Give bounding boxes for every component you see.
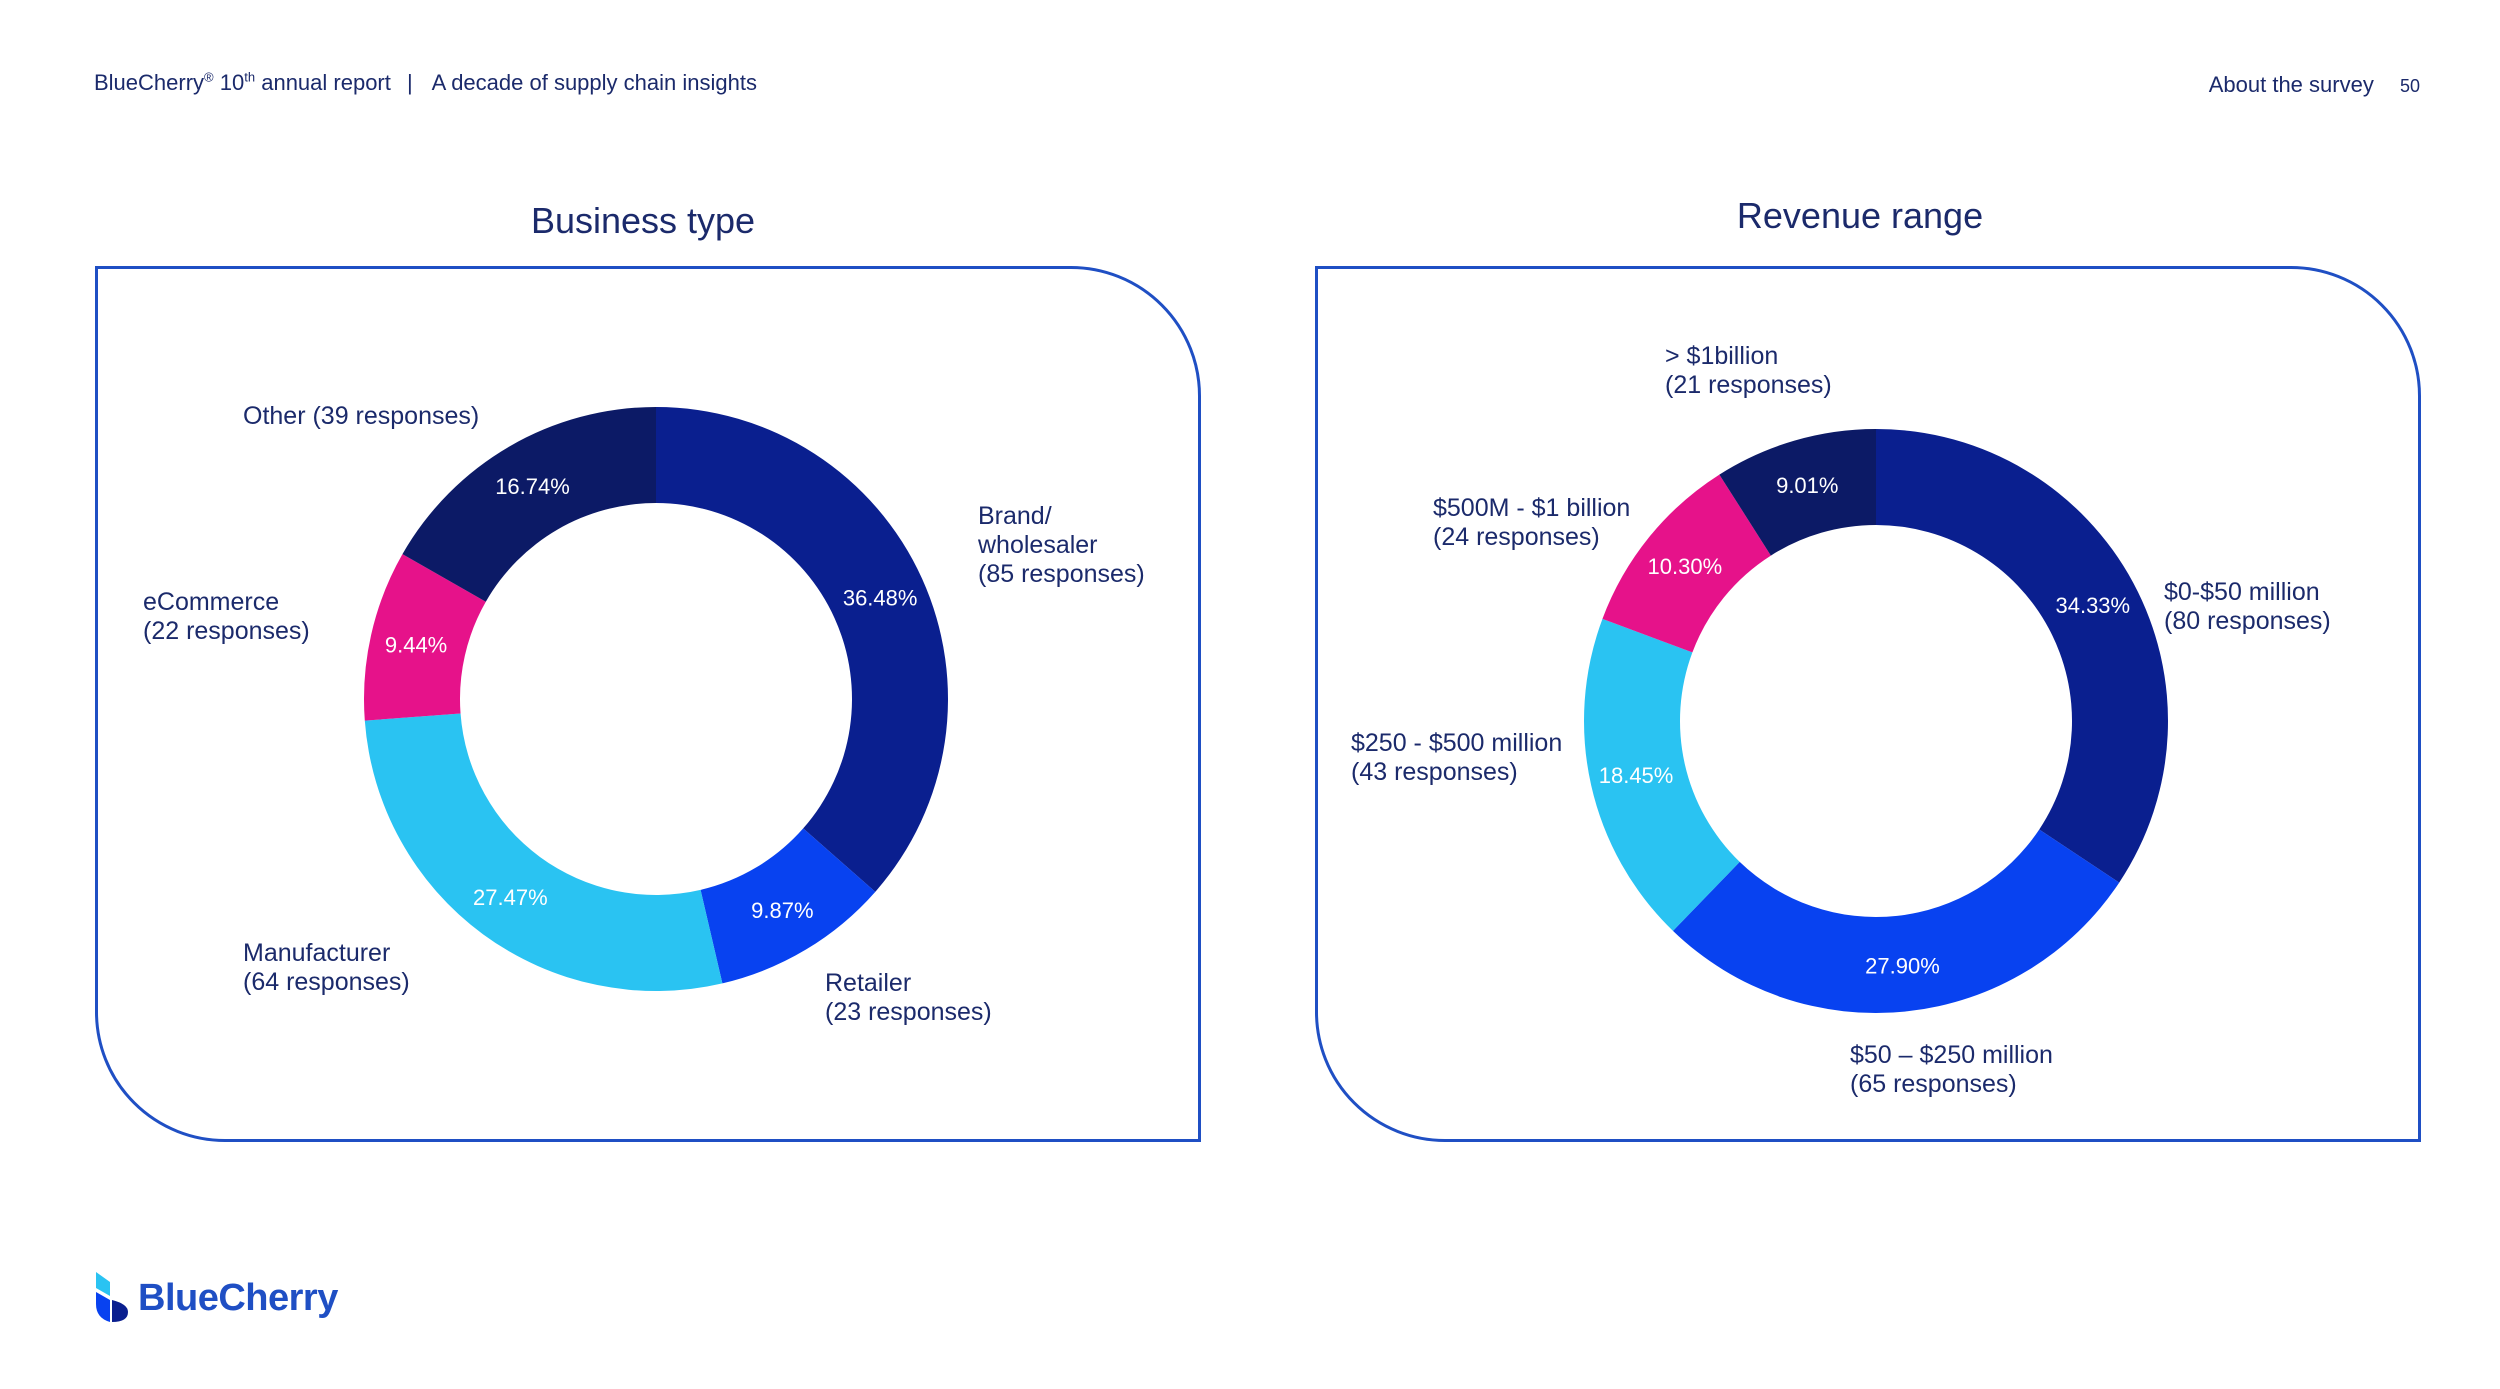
donut-slice-1billion	[1719, 429, 1876, 556]
donut-chart-revenue-range: 34.33% $0-$50 million (80 responses) 27.90%…	[1351, 342, 2331, 1098]
donut-slice-manufacturer	[364, 713, 723, 992]
category-label-retailer: Retailer (23 responses)	[825, 969, 992, 1026]
section-name: About the survey	[2208, 72, 2374, 97]
donut-slice-brand-wholesaler	[656, 407, 948, 892]
category-label-500m-1-billion: $500M - $1 billion (24 responses)	[1433, 494, 1630, 551]
page-number: 50	[2399, 76, 2420, 96]
category-label-ecommerce: eCommerce (22 responses)	[143, 588, 310, 645]
report-subtitle: A decade of supply chain insights	[431, 70, 757, 95]
donut-slice-retailer	[700, 828, 876, 984]
edition-text: annual report	[261, 70, 391, 95]
value-label-250-500-million: 18.45%	[1599, 763, 1674, 788]
value-label-manufacturer: 27.47%	[473, 885, 548, 910]
edition-suffix: th	[244, 69, 256, 85]
logo-text: BlueCherry	[138, 1276, 338, 1319]
value-label-500m-1-billion: 10.30%	[1648, 554, 1723, 579]
value-label-other: 16.74%	[495, 474, 570, 499]
report-header: BlueCherry® 10th annual report | A decad…	[94, 70, 757, 96]
value-label-1billion: 9.01%	[1776, 473, 1838, 498]
category-label-1billion: > $1billion (21 responses)	[1665, 342, 1832, 399]
category-label-other: Other (39 responses)	[243, 402, 479, 430]
bluecherry-logo: BlueCherry	[92, 1270, 338, 1326]
donut-chart-business-type: 36.48% Brand/wholesaler (85 responses) 9.87…	[143, 402, 1145, 1026]
donut-slice-50-250-million	[1672, 829, 2120, 1013]
category-label-250-500-million: $250 - $500 million (43 responses)	[1351, 729, 1562, 786]
value-label-ecommerce: 9.44%	[385, 633, 447, 658]
bluecherry-logo-icon	[96, 1272, 128, 1322]
category-label-manufacturer: Manufacturer (64 responses)	[243, 939, 410, 996]
chart-title-revenue-range: Revenue range	[1736, 195, 1984, 236]
category-label-0-50-million: $0-$50 million (80 responses)	[2164, 578, 2331, 635]
chart-title-business-type: Business type	[530, 200, 756, 241]
section-header: About the survey 50	[2209, 72, 2420, 98]
donut-slice-0-50-million	[1876, 429, 2168, 883]
edition-number: 10	[219, 70, 245, 95]
value-label-0-50-million: 34.33%	[2055, 593, 2130, 618]
donut-slice-other	[402, 407, 656, 602]
header-separator: |	[407, 70, 413, 95]
category-label-50-250-million: $50 – $250 million (65 responses)	[1850, 1041, 2053, 1098]
value-label-brand-wholesaler: 36.48%	[843, 586, 918, 611]
donut-slice-250-500-million	[1584, 618, 1740, 931]
registered-mark: ®	[204, 69, 214, 85]
chart-card-revenue-range: 34.33% $0-$50 million (80 responses) 27.90%…	[1315, 266, 2421, 1142]
brand-name: BlueCherry	[94, 70, 205, 95]
chart-card-business-type: 36.48% Brand/wholesaler (85 responses) 9.87…	[95, 266, 1201, 1142]
category-label-brand-wholesaler: Brand/wholesaler (85 responses)	[977, 502, 1145, 588]
value-label-retailer: 9.87%	[751, 898, 813, 923]
donut-slice-500m-1-billion	[1602, 474, 1771, 653]
donut-slice-ecommerce	[364, 554, 486, 721]
value-label-50-250-million: 27.90%	[1865, 954, 1940, 979]
